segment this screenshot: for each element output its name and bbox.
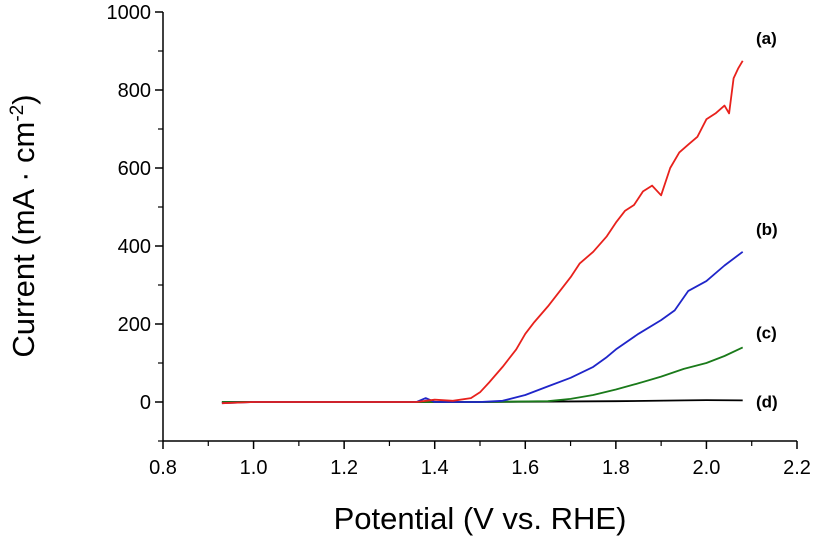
y-axis-title-sup: -2: [7, 105, 28, 122]
series-group: [221, 60, 744, 405]
y-tick-label: 800: [118, 80, 151, 102]
x-tick-label: 1.0: [240, 457, 268, 479]
x-tick-label: 0.8: [149, 457, 177, 479]
series-label: (b): [756, 220, 778, 239]
x-tick-label: 1.4: [421, 457, 449, 479]
series-label: (d): [756, 392, 778, 411]
series-line: [221, 60, 744, 405]
series-label: (c): [756, 323, 777, 342]
x-tick-label: 2.2: [783, 457, 811, 479]
y-axis-title-main: Current (mA · cm: [6, 122, 41, 358]
x-tick-label: 1.8: [602, 457, 630, 479]
x-tick-label: 2.0: [693, 457, 721, 479]
series-line: [221, 346, 744, 403]
x-tick-label: 1.6: [511, 457, 539, 479]
series-labels: (a) (b) (c) (d): [756, 29, 778, 412]
series-line: [221, 251, 744, 405]
y-tick-label: 1000: [107, 2, 152, 24]
y-axis-title-close: ): [6, 94, 41, 104]
tick-group: 0.8 1.0 1.2 1.4 1.6 1.8 2.0 2.2 0 200 400 600 800 100…: [107, 2, 811, 479]
x-axis-title: Potential (V vs. RHE): [334, 501, 627, 536]
y-tick-label: 200: [118, 314, 151, 336]
x-tick-label: 1.2: [330, 457, 358, 479]
y-tick-label: 0: [140, 392, 151, 414]
y-tick-label: 400: [118, 236, 151, 258]
y-tick-label: 600: [118, 158, 151, 180]
series-label: (a): [756, 29, 777, 48]
plot-frame: [162, 12, 797, 442]
y-axis-title: Current (mA · cm-2): [6, 94, 41, 357]
